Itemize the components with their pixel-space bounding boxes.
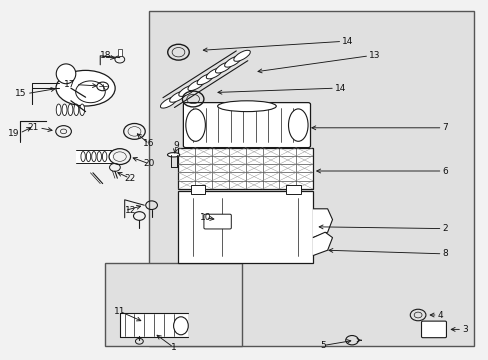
Ellipse shape	[173, 317, 188, 335]
Ellipse shape	[233, 50, 250, 61]
Text: 17: 17	[64, 80, 76, 89]
Ellipse shape	[56, 104, 61, 116]
Ellipse shape	[81, 152, 85, 162]
Text: 20: 20	[143, 159, 155, 168]
Text: 9: 9	[173, 141, 179, 150]
Bar	[178, 148, 312, 189]
Ellipse shape	[224, 56, 241, 67]
Text: 13: 13	[368, 51, 380, 60]
Ellipse shape	[179, 85, 195, 96]
Ellipse shape	[68, 104, 73, 116]
Text: 8: 8	[442, 249, 447, 258]
Text: 21: 21	[28, 123, 39, 132]
Ellipse shape	[167, 153, 180, 157]
Text: 6: 6	[442, 166, 447, 175]
Text: 2: 2	[442, 224, 447, 233]
Text: 1: 1	[170, 343, 176, 352]
Text: 14: 14	[334, 84, 346, 93]
Ellipse shape	[86, 152, 91, 162]
Ellipse shape	[102, 152, 107, 162]
Ellipse shape	[217, 101, 276, 112]
Bar	[178, 191, 312, 263]
Ellipse shape	[97, 152, 102, 162]
Text: 22: 22	[123, 174, 135, 183]
Ellipse shape	[197, 74, 213, 85]
Bar	[149, 11, 473, 346]
Text: 15: 15	[15, 89, 27, 98]
Bar	[76, 150, 112, 163]
Ellipse shape	[74, 104, 79, 116]
Text: 7: 7	[442, 123, 447, 132]
Text: 3: 3	[461, 325, 467, 334]
Ellipse shape	[215, 62, 231, 73]
Ellipse shape	[288, 109, 307, 141]
Text: 4: 4	[437, 310, 443, 320]
Bar	[105, 263, 242, 346]
Text: 5: 5	[319, 341, 325, 350]
Text: 18: 18	[100, 51, 112, 60]
Ellipse shape	[92, 152, 96, 162]
Ellipse shape	[160, 97, 177, 108]
Text: 16: 16	[143, 139, 155, 148]
Bar	[285, 185, 300, 194]
Ellipse shape	[185, 109, 205, 141]
FancyBboxPatch shape	[183, 103, 310, 148]
Ellipse shape	[187, 80, 204, 91]
Text: 12: 12	[124, 206, 136, 215]
Ellipse shape	[56, 71, 115, 106]
Polygon shape	[312, 209, 332, 238]
Text: 11: 11	[114, 307, 125, 316]
Text: 14: 14	[342, 37, 353, 46]
Ellipse shape	[56, 64, 76, 84]
Ellipse shape	[169, 91, 186, 102]
Bar	[118, 49, 122, 56]
Ellipse shape	[80, 104, 84, 116]
Bar	[120, 313, 188, 337]
Bar	[190, 185, 205, 194]
Text: 19: 19	[8, 129, 20, 138]
FancyBboxPatch shape	[203, 214, 231, 229]
Polygon shape	[312, 232, 332, 256]
Text: 10: 10	[199, 213, 211, 222]
FancyBboxPatch shape	[421, 321, 446, 338]
Ellipse shape	[62, 104, 67, 116]
Ellipse shape	[206, 68, 223, 79]
